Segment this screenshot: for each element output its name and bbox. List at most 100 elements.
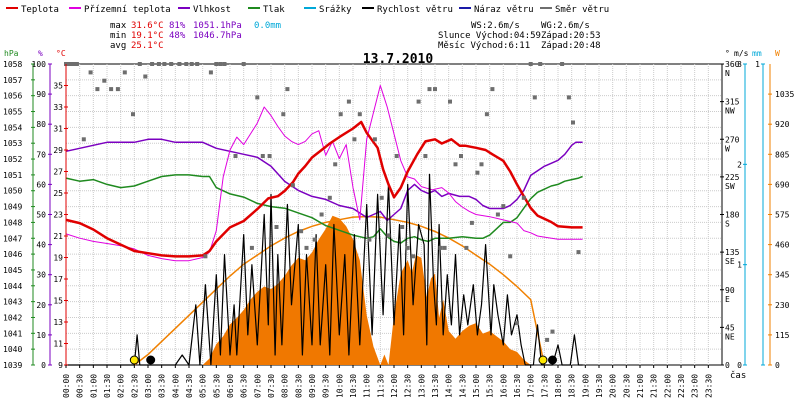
x-tick-label: 21:00 <box>636 374 645 398</box>
wind-direction-point <box>115 87 120 92</box>
wind-direction-point <box>532 95 537 100</box>
x-tick-label: 17:30 <box>540 374 549 398</box>
c-tick-label: 21 <box>53 232 63 241</box>
wind-direction-point <box>304 245 309 250</box>
c-tick-label: 25 <box>53 189 63 198</box>
pct-tick-label: 20 <box>36 301 46 310</box>
unit-mm: mm <box>752 49 762 58</box>
moonrise-marker <box>146 355 156 365</box>
hpa-tick-label: 1056 <box>3 92 22 101</box>
wind-direction-point <box>267 154 272 158</box>
wind-direction-point <box>241 62 246 66</box>
wind-direction-point <box>448 99 452 104</box>
sunrise-marker <box>129 355 139 365</box>
hpa-tick-label: 1055 <box>3 108 22 117</box>
legend-label-gust: Náraz větru <box>474 5 534 15</box>
wind-direction-point <box>319 212 324 217</box>
grid <box>66 64 722 365</box>
unit-w: W <box>775 49 780 58</box>
wind-direction-point <box>290 183 295 188</box>
ms-tick-label: 3 <box>737 60 742 69</box>
wind-direction-point <box>571 120 575 125</box>
x-tick-label: 19:00 <box>581 374 590 398</box>
x-tick-label: 06:00 <box>226 374 235 398</box>
c-tick-label: 23 <box>53 211 63 220</box>
hpa-tick-label: 1041 <box>3 329 22 338</box>
x-tick-label: 16:00 <box>499 374 508 398</box>
x-tick-label: 00:00 <box>62 374 71 398</box>
x-tick-label: 02:30 <box>130 374 139 398</box>
direction-label: W <box>725 144 730 153</box>
direction-label: S <box>725 220 730 229</box>
wind-direction-point <box>162 62 167 66</box>
x-tick-label: 12:30 <box>404 374 413 398</box>
c-tick-label: 19 <box>53 254 63 263</box>
direction-label: SW <box>725 182 735 191</box>
wind-direction-point <box>346 99 351 104</box>
x-tick-label: 04:00 <box>171 374 180 398</box>
solar-curve <box>133 215 546 366</box>
deg-tick-label: 270 <box>725 135 740 144</box>
stats-min-temp: 19.1°C <box>131 31 164 41</box>
x-tick-label: 13:00 <box>417 374 426 398</box>
w-tick-label: 805 <box>775 150 790 159</box>
c-tick-label: 13 <box>53 318 63 327</box>
wind-direction-point <box>490 87 495 92</box>
c-tick-label: 11 <box>53 340 63 349</box>
wind-direction-point <box>312 237 317 242</box>
x-tick-label: 10:30 <box>349 374 358 398</box>
ms-tick-label: 1 <box>737 261 742 270</box>
w-tick-label: 345 <box>775 271 790 280</box>
x-tick-label: 08:30 <box>294 374 303 398</box>
mm-tick-label: 1 <box>755 60 760 69</box>
info-wind-gust: WG:2.6m/s <box>541 21 590 31</box>
x-tick-label: 11:00 <box>363 374 372 398</box>
legend-label-wind_direction: Směr větru <box>555 5 609 15</box>
direction-label: NE <box>725 332 735 341</box>
stats-max-rain: 0.0mm <box>254 21 281 31</box>
wind-direction-point <box>122 70 127 75</box>
wind-direction-point <box>386 233 391 238</box>
info-block: WS:2.6m/s WG:2.6m/s Slunce Východ:04:59 … <box>438 21 601 51</box>
wind-direction-point <box>459 154 463 158</box>
x-tick-label: 03:30 <box>158 374 167 398</box>
x-tick-label: 21:30 <box>650 374 659 398</box>
c-tick-label: 31 <box>53 125 63 134</box>
wind-direction-point <box>274 225 279 229</box>
w-tick-label: 230 <box>775 301 790 310</box>
sunset-marker <box>538 355 548 365</box>
wind-direction-point <box>102 78 107 83</box>
c-tick-label: 27 <box>53 168 63 177</box>
x-tick-label: 07:00 <box>253 374 262 398</box>
pct-tick-label: 90 <box>36 90 46 99</box>
x-tick-label: 11:30 <box>376 374 385 398</box>
unit-c: °C <box>56 49 66 58</box>
x-tick-label: 05:30 <box>212 374 221 398</box>
wind-direction-point <box>400 225 405 229</box>
wind-direction-point <box>81 137 86 142</box>
hpa-tick-label: 1048 <box>3 218 22 227</box>
wind-direction-point <box>222 62 227 66</box>
deg-tick-label: 45 <box>725 323 735 332</box>
wind-direction-point <box>285 87 290 92</box>
x-tick-label: 09:30 <box>322 374 331 398</box>
wind-direction-point <box>433 87 437 92</box>
info-moon-set: Západ:20:48 <box>541 41 601 51</box>
wind-direction-point <box>143 74 148 79</box>
x-tick-label: 14:30 <box>458 374 467 398</box>
hpa-tick-label: 1058 <box>3 60 22 69</box>
x-axis-label: čas <box>730 370 746 381</box>
legend-label-humidity: Vlhkost <box>193 5 231 15</box>
w-tick-label: 460 <box>775 241 790 250</box>
wind-direction-point <box>131 112 135 117</box>
wind-direction-point <box>357 112 362 117</box>
wind-direction-point <box>327 195 332 200</box>
wind-direction-point <box>150 62 155 66</box>
wind-direction-point <box>495 212 500 217</box>
radiation-layer <box>133 215 546 366</box>
hpa-tick-label: 1043 <box>3 298 22 307</box>
stats-min-humidity: 48% <box>169 31 186 41</box>
deg-tick-label: 90 <box>725 286 735 295</box>
wind-direction-point <box>379 195 384 200</box>
radiation-area <box>202 215 531 365</box>
